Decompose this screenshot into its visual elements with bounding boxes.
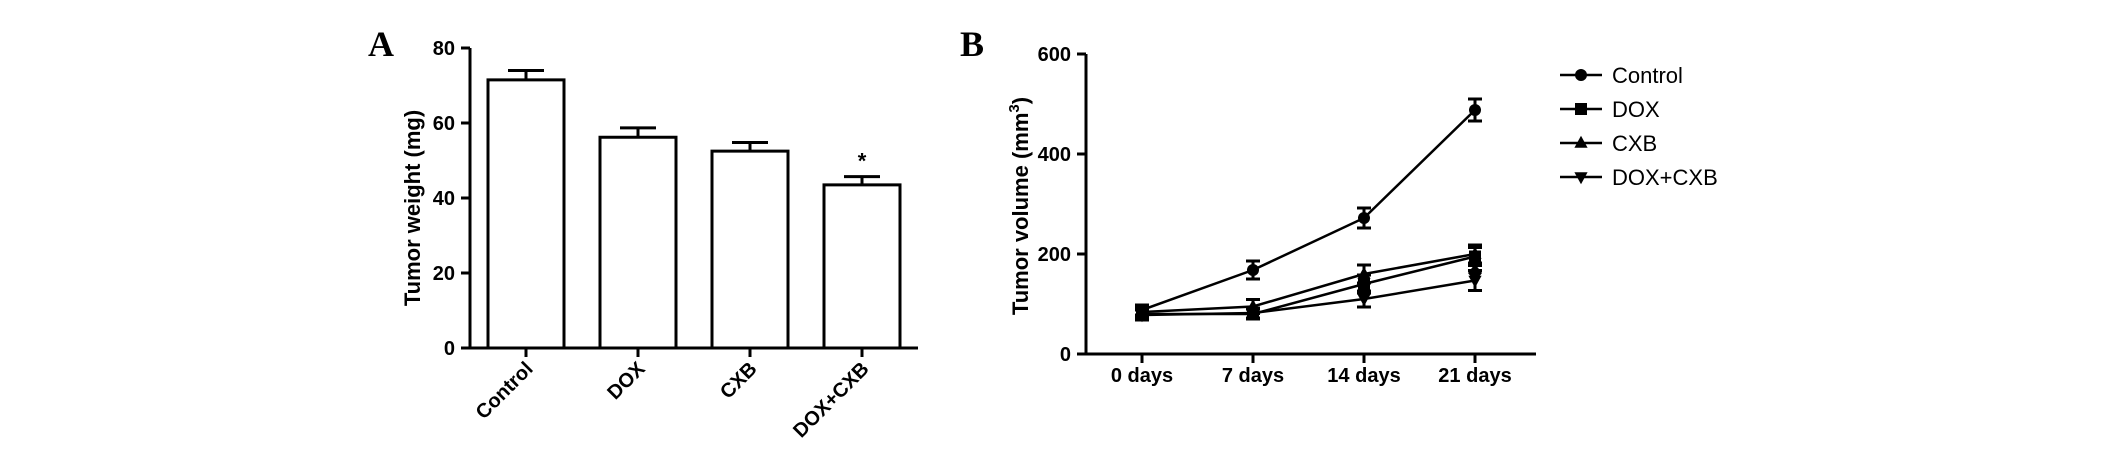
- panel-a-y-ticks: 0 20 40 60 80: [433, 38, 470, 360]
- panel-b-series-line: [1141, 279, 1476, 317]
- panel-b-x-ticks: 0 days 7 days 14 days 21 days: [1111, 354, 1512, 387]
- panel-b-series-line: [1141, 109, 1476, 312]
- panel-a-y-tick-label: 20: [433, 263, 455, 285]
- panel-b-legend-marker: [1574, 135, 1588, 148]
- panel-b-data-point: [1246, 308, 1260, 321]
- panel-b-data-point: [1469, 104, 1481, 116]
- panel-b-series: [1135, 97, 1482, 323]
- panel-a-bar: [486, 78, 566, 350]
- panel-a-letter: A: [368, 24, 394, 64]
- panel-a-y-tick-label: 40: [433, 188, 455, 210]
- panel-a-x-ticks: Control DOX CXB DOX+CXB: [472, 348, 874, 442]
- panel-b-data-point: [1358, 212, 1370, 224]
- panel-a-significance-marker: *: [858, 149, 867, 174]
- panel-b-x-tick-label: 7 days: [1222, 365, 1284, 387]
- panel-b-y-axis-title-close: ): [1008, 97, 1033, 104]
- panel-b-legend-label: DOX+CXB: [1612, 165, 1718, 190]
- panel-b-data-point: [1468, 246, 1482, 259]
- panel-a-y-tick-label: 80: [433, 38, 455, 60]
- panel-a-x-tick-label: DOX: [603, 358, 650, 405]
- panel-b-y-axis-title: Tumor volume (mm3): [1006, 97, 1033, 315]
- panel-b-x-tick-label: 21 days: [1438, 365, 1511, 387]
- panel-b-series-control: [1135, 97, 1482, 317]
- panel-a-bar-chart: A Tumor weight (mg) 0 20 40 60 80 * Control D…: [368, 24, 918, 442]
- panel-b-legend-marker: [1575, 103, 1587, 115]
- panel-a-x-tick-label: DOX+CXB: [789, 358, 873, 442]
- panel-b-legend: Control DOX CXB DOX+CXB: [1560, 63, 1718, 190]
- panel-a-bar: [710, 149, 790, 350]
- panel-b-x-tick-label: 0 days: [1111, 365, 1173, 387]
- panel-b-y-tick-label: 0: [1060, 344, 1071, 366]
- panel-b-legend-label: CXB: [1612, 131, 1657, 156]
- panel-b-data-point: [1247, 264, 1259, 276]
- panel-b-y-ticks: 0 200 400 600: [1038, 44, 1086, 366]
- panel-b-legend-marker: [1575, 69, 1587, 81]
- panel-b-y-tick-label: 200: [1038, 244, 1071, 266]
- panel-b-y-axis-title-superscript: 3: [1006, 104, 1023, 112]
- panel-b-diamond-point: [1468, 263, 1482, 283]
- panel-b-legend-label: DOX: [1612, 97, 1660, 122]
- panel-a-bar: [822, 183, 902, 350]
- panel-a-x-tick-label: CXB: [716, 358, 761, 403]
- panel-b-data-point: [1357, 294, 1371, 307]
- panel-b-data-point: [1135, 310, 1149, 323]
- panel-a-x-tick-label: Control: [472, 358, 538, 424]
- panel-a-y-tick-label: 60: [433, 113, 455, 135]
- panel-b-series-dox-cxb: [1135, 269, 1482, 323]
- panel-b-legend-label: Control: [1612, 63, 1683, 88]
- panel-a-y-axis-title: Tumor weight (mg): [400, 110, 425, 306]
- panel-b-y-axis-title-main: Tumor volume (mm: [1008, 113, 1033, 316]
- panel-b-series-line: [1141, 252, 1476, 314]
- panel-b-y-tick-label: 600: [1038, 44, 1071, 66]
- panel-b-y-tick-label: 400: [1038, 144, 1071, 166]
- panel-b-x-tick-label: 14 days: [1327, 365, 1400, 387]
- panel-b-line-chart: B Tumor volume (mm3) 0 200 400 600 0 days 7 …: [960, 24, 1718, 387]
- panel-a-y-tick-label: 0: [444, 338, 455, 360]
- panel-b-legend-marker: [1574, 172, 1588, 185]
- panel-b-letter: B: [960, 24, 984, 64]
- panel-a-bar: [598, 135, 678, 350]
- panel-b-data-point: [1357, 266, 1371, 279]
- panel-a-bars: *: [486, 69, 902, 350]
